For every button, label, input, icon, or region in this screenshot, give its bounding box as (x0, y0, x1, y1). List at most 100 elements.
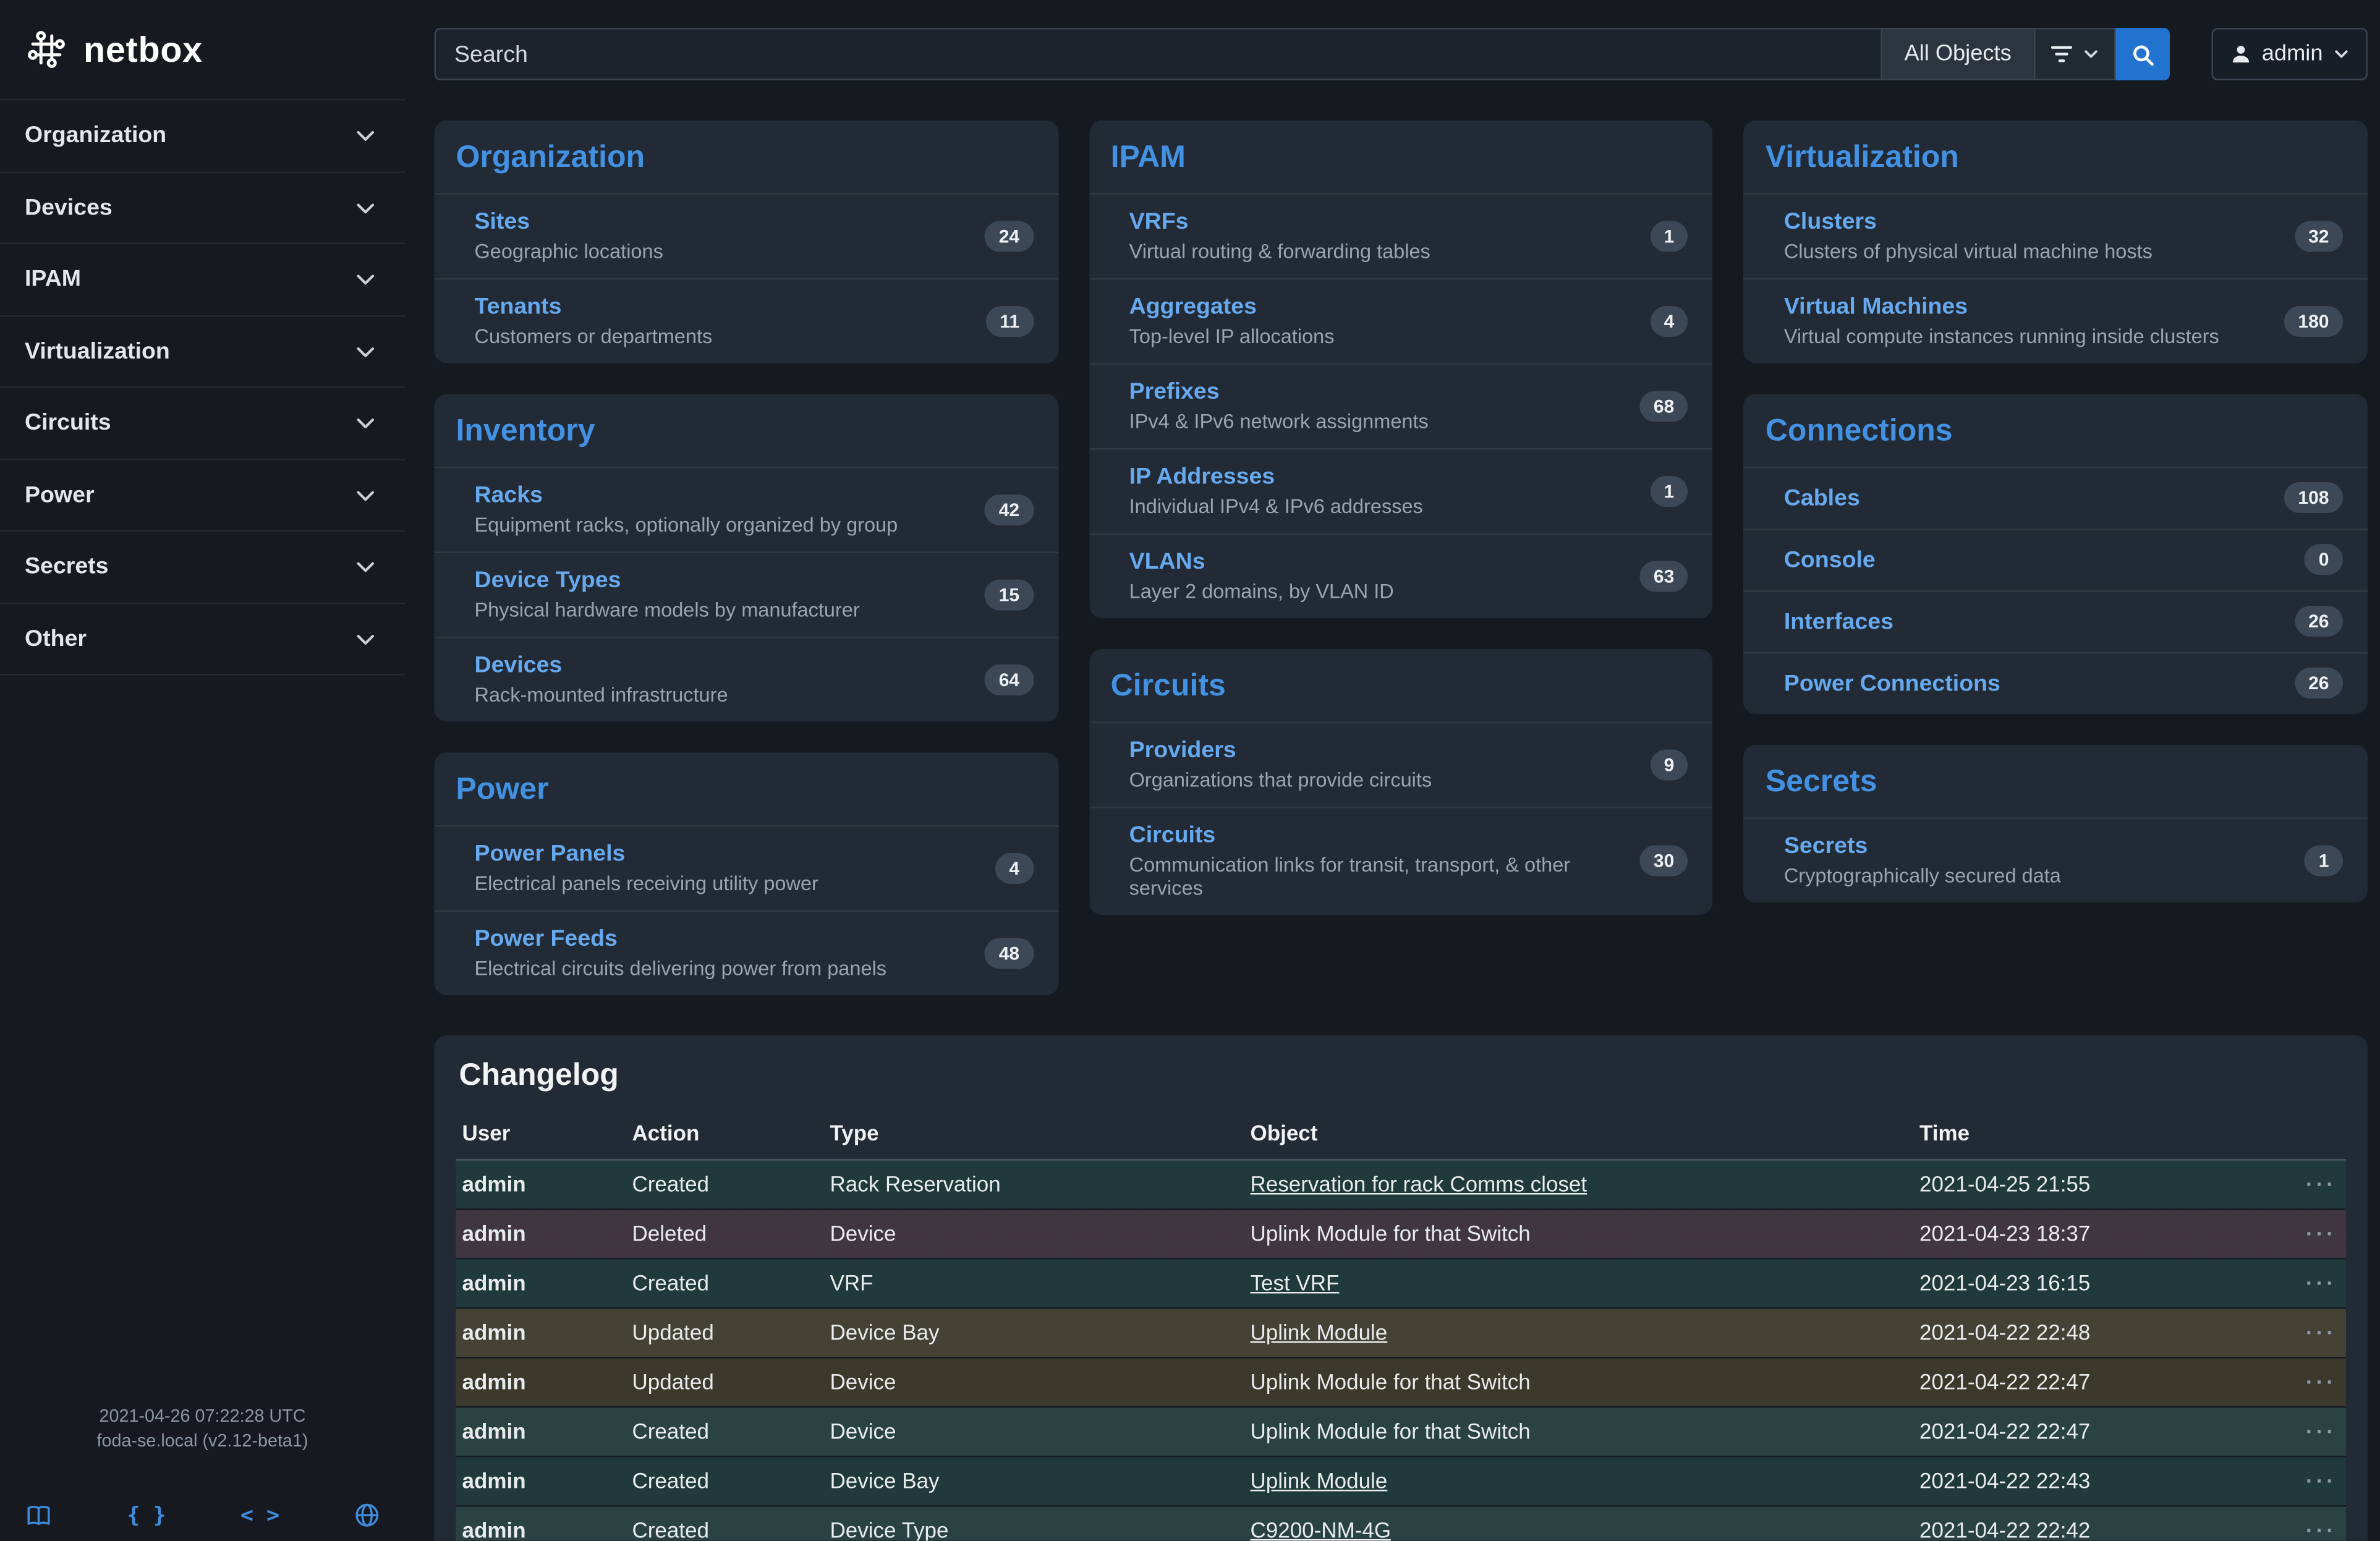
card-title-link[interactable]: Power (456, 773, 549, 807)
card-item-link[interactable]: Prefixes (1129, 378, 1220, 405)
sidebar-item-virtualization[interactable]: Virtualization (0, 316, 405, 388)
count-badge[interactable]: 4 (1650, 305, 1688, 336)
card-item-link[interactable]: Power Panels (474, 841, 626, 867)
card-item-link[interactable]: Circuits (1129, 822, 1216, 849)
card-item-link[interactable]: Sites (474, 208, 530, 236)
more-actions-icon[interactable]: ··· (2306, 1171, 2337, 1196)
sidebar-item-circuits[interactable]: Circuits (0, 388, 405, 460)
card-item-link[interactable]: Cables (1783, 484, 1860, 511)
changelog-object: Uplink Module (1244, 1308, 1913, 1359)
changelog-object-link[interactable]: C9200-NM-4G (1250, 1518, 1392, 1541)
search-scope-button[interactable]: All Objects (1882, 28, 2035, 80)
more-actions-icon[interactable]: ··· (2306, 1221, 2337, 1246)
card-title-link[interactable]: Organization (456, 140, 645, 175)
card-item-text: Tenants Customers or departments (475, 294, 986, 348)
count-badge[interactable]: 1 (2305, 844, 2343, 876)
changelog-object-link[interactable]: Uplink Module (1250, 1468, 1388, 1493)
changelog-type: Device Type (823, 1506, 1244, 1541)
count-badge[interactable]: 1 (1650, 220, 1688, 252)
card-title-link[interactable]: Secrets (1765, 765, 1877, 799)
changelog-object-link[interactable]: Reservation for rack Comms closet (1250, 1171, 1587, 1196)
changelog-time: 2021-04-22 22:43 (1913, 1456, 2300, 1507)
search-filter-dropdown-button[interactable] (2034, 28, 2115, 80)
card-title-link[interactable]: IPAM (1110, 140, 1186, 175)
user-menu-button[interactable]: admin (2211, 28, 2368, 80)
card-item-link[interactable]: Device Types (474, 567, 621, 594)
count-badge[interactable]: 30 (1639, 845, 1688, 877)
community-globe-icon[interactable] (354, 1502, 380, 1529)
card-item-link[interactable]: Aggregates (1129, 294, 1257, 320)
card-title-link[interactable]: Inventory (456, 414, 595, 448)
brand[interactable]: netbox (0, 0, 405, 99)
count-badge[interactable]: 15 (985, 579, 1034, 610)
sidebar-item-devices[interactable]: Devices (0, 172, 405, 244)
count-badge[interactable]: 11 (985, 305, 1034, 336)
card-item-link[interactable]: VRFs (1129, 208, 1189, 236)
count-badge[interactable]: 26 (2294, 606, 2343, 637)
changelog-object: Uplink Module for that Switch (1244, 1407, 1913, 1458)
card-title-link[interactable]: Connections (1765, 414, 1953, 448)
count-badge[interactable]: 63 (1639, 560, 1688, 592)
sidebar-item-organization[interactable]: Organization (0, 101, 405, 172)
card-title-link[interactable]: Virtualization (1765, 140, 1959, 175)
chevron-down-icon (354, 196, 378, 219)
search-icon (2130, 43, 2154, 66)
count-badge[interactable]: 4 (995, 852, 1034, 883)
card-item-link[interactable]: Providers (1129, 737, 1236, 764)
sidebar-item-ipam[interactable]: IPAM (0, 244, 405, 316)
more-actions-icon[interactable]: ··· (2306, 1518, 2337, 1541)
more-actions-icon[interactable]: ··· (2306, 1320, 2337, 1344)
sidebar-nav: Organization Devices IPAM Virtualization… (0, 99, 405, 676)
count-badge[interactable]: 9 (1650, 749, 1688, 780)
search-input[interactable] (434, 28, 1883, 80)
card-item-link[interactable]: Virtual Machines (1783, 294, 1968, 320)
count-badge[interactable]: 42 (985, 493, 1034, 525)
count-badge[interactable]: 32 (2294, 220, 2343, 252)
count-badge[interactable]: 26 (2294, 668, 2343, 698)
card-title-link[interactable]: Circuits (1110, 669, 1226, 703)
sidebar-item-other[interactable]: Other (0, 603, 405, 676)
card-item-link[interactable]: VLANs (1129, 548, 1205, 575)
card-item-link[interactable]: Secrets (1783, 833, 1868, 860)
card-item-link[interactable]: IP Addresses (1129, 464, 1275, 490)
card-item-link[interactable]: Devices (474, 652, 563, 679)
search-submit-button[interactable] (2115, 28, 2169, 80)
card-list: Secrets Cryptographically secured data 1 (1744, 819, 2368, 902)
card-item-link[interactable]: Power Feeds (474, 925, 618, 953)
chevron-down-icon (354, 268, 378, 291)
docs-book-icon[interactable] (25, 1503, 53, 1527)
card-item-text: Interfaces (1784, 608, 2295, 635)
changelog-object-link[interactable]: Uplink Module (1250, 1320, 1388, 1344)
count-badge[interactable]: 180 (2284, 305, 2343, 336)
card-organization: Organization Sites Geographic locations … (434, 121, 1058, 363)
count-badge[interactable]: 1 (1650, 475, 1688, 506)
more-actions-icon[interactable]: ··· (2306, 1468, 2337, 1493)
chevron-down-icon (354, 124, 378, 148)
card-item-link[interactable]: Tenants (474, 294, 562, 320)
card-item-link[interactable]: Power Connections (1783, 669, 2000, 697)
more-actions-icon[interactable]: ··· (2306, 1270, 2337, 1295)
count-badge[interactable]: 108 (2284, 482, 2343, 513)
rest-api-braces-icon[interactable]: { } (127, 1503, 166, 1528)
more-actions-icon[interactable]: ··· (2306, 1369, 2337, 1394)
card-item-text: Power Feeds Electrical circuits deliveri… (475, 926, 985, 980)
changelog-action: Updated (626, 1357, 824, 1408)
count-badge[interactable]: 64 (985, 663, 1034, 695)
sidebar-item-power[interactable]: Power (0, 460, 405, 532)
more-actions-icon[interactable]: ··· (2306, 1419, 2337, 1443)
card-item-link[interactable]: Racks (474, 482, 543, 509)
card-item-link[interactable]: Clusters (1783, 208, 1877, 236)
changelog-object-link[interactable]: Test VRF (1250, 1270, 1340, 1295)
chevron-down-icon (2083, 46, 2098, 62)
card-item-description: Communication links for transit, transpo… (1129, 853, 1571, 899)
source-code-icon[interactable]: < > (240, 1503, 280, 1528)
changelog-row-actions: ··· (2300, 1357, 2346, 1408)
card-item-link[interactable]: Console (1783, 546, 1876, 573)
count-badge[interactable]: 24 (985, 220, 1034, 252)
sidebar-item-secrets[interactable]: Secrets (0, 532, 405, 604)
card-item-link[interactable]: Interfaces (1783, 608, 1894, 635)
count-badge[interactable]: 48 (985, 937, 1034, 969)
count-badge[interactable]: 68 (1639, 390, 1688, 422)
sidebar-item-label: Organization (25, 122, 167, 149)
count-badge[interactable]: 0 (2305, 544, 2343, 575)
